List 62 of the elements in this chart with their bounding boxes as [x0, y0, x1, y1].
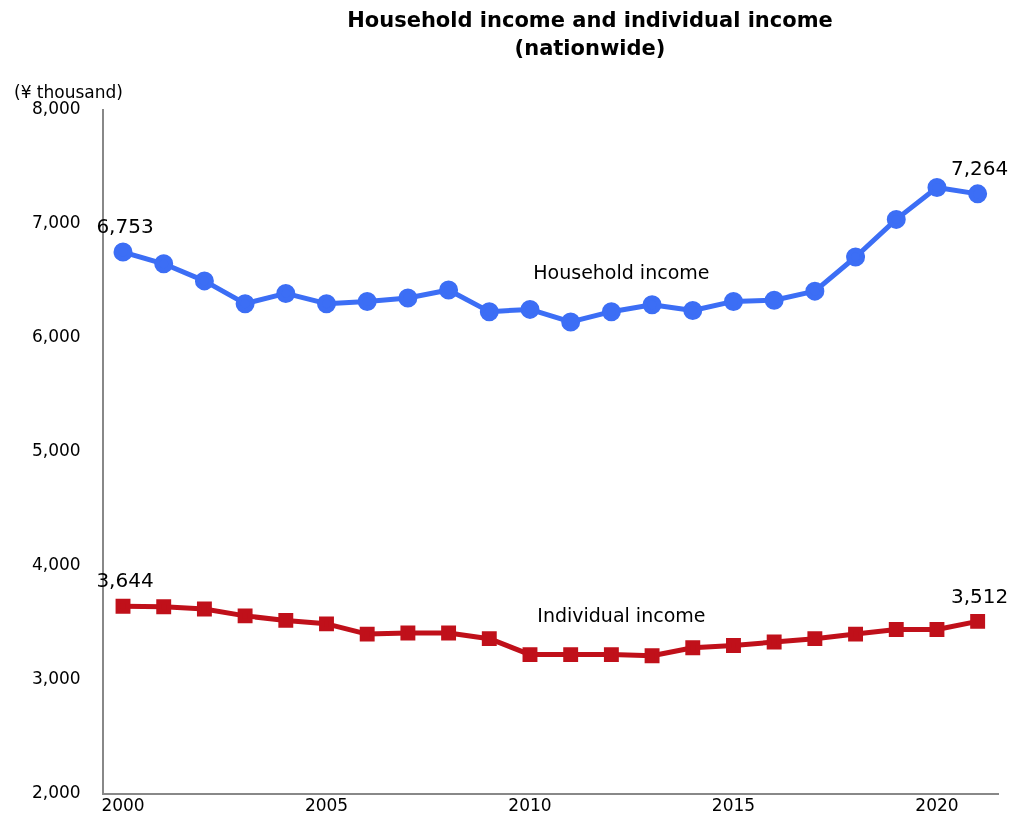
point	[317, 294, 336, 314]
point	[683, 301, 703, 321]
data-label: 3,512	[951, 583, 1009, 608]
point	[154, 254, 174, 274]
point	[196, 601, 212, 617]
point	[642, 295, 662, 315]
point	[113, 242, 133, 262]
point	[886, 209, 906, 229]
chart-title: Household income and individual income (nationwide)	[346, 7, 834, 62]
point	[115, 598, 131, 614]
point	[807, 631, 823, 647]
y-tick-label: 6,000	[32, 326, 81, 347]
data-label: 6,753	[96, 214, 154, 239]
point	[398, 288, 418, 308]
point	[357, 291, 377, 311]
y-tick-label: 7,000	[32, 212, 81, 233]
point	[441, 625, 457, 641]
point	[764, 290, 784, 310]
y-tick-label: 3,000	[32, 668, 81, 689]
y-tick-label: 4,000	[32, 554, 81, 575]
point	[766, 634, 782, 650]
x-tick-label: 2005	[304, 795, 349, 816]
point	[319, 616, 334, 632]
point	[929, 622, 945, 637]
series-label: Household income	[533, 261, 710, 284]
point	[520, 299, 540, 319]
x-tick-label: 2000	[101, 795, 145, 816]
point	[561, 312, 581, 332]
point	[846, 247, 866, 267]
point	[481, 631, 497, 647]
point	[603, 647, 619, 663]
point	[970, 613, 986, 629]
y-tick-label: 2,000	[32, 782, 81, 803]
point	[927, 177, 947, 197]
point	[848, 626, 864, 642]
point	[644, 648, 660, 664]
point	[888, 622, 904, 637]
point	[805, 281, 825, 301]
point	[968, 184, 988, 204]
point	[479, 302, 499, 322]
point	[522, 647, 538, 663]
point	[156, 599, 172, 615]
x-tick-label: 2010	[508, 795, 552, 816]
point	[726, 638, 741, 653]
point	[278, 612, 294, 628]
x-tick-label: 2020	[915, 795, 959, 816]
point	[359, 626, 375, 642]
x-tick-label: 2015	[711, 795, 756, 816]
series-label: Individual income	[537, 604, 706, 627]
point	[194, 271, 214, 291]
point	[235, 294, 255, 314]
point	[237, 608, 253, 624]
point	[723, 291, 743, 311]
point	[685, 640, 701, 656]
point	[400, 625, 416, 641]
point	[563, 647, 579, 663]
point	[601, 302, 621, 322]
point	[439, 280, 459, 300]
data-label: 3,644	[96, 568, 154, 593]
data-label: 7,264	[951, 156, 1009, 181]
y-tick-label: 5,000	[32, 440, 81, 461]
point	[276, 283, 296, 303]
